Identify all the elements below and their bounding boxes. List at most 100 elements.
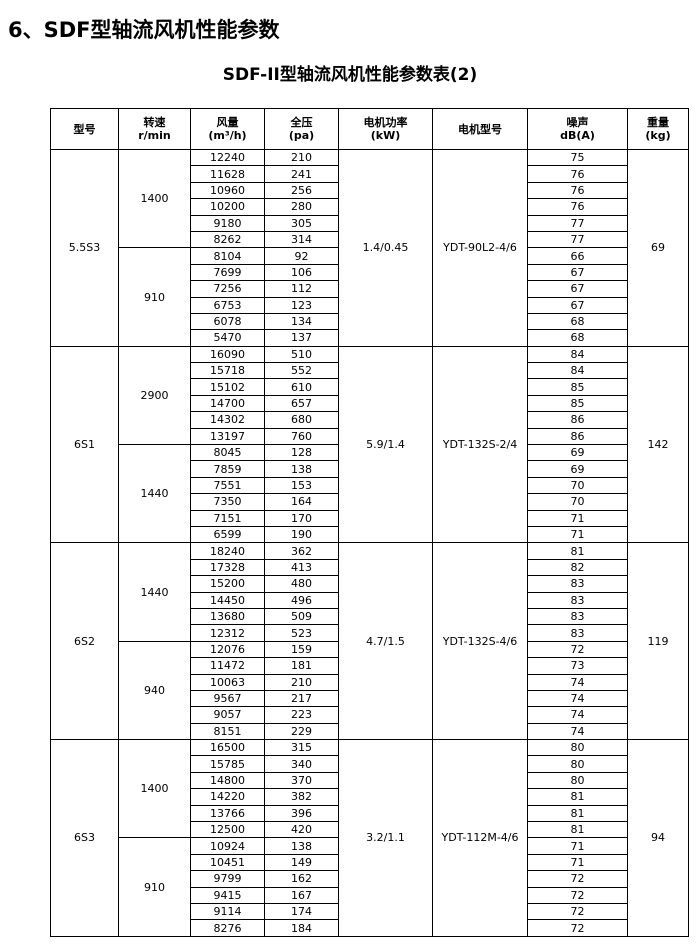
noise-cell: 80 (527, 771, 628, 790)
performance-table: 型号 转速 r/min 风量 (m³/h) 全压 (pa) 电机功率 (kW) 电机型号 噪声 dB(… (50, 108, 689, 937)
pressure-cell: 128 (264, 444, 339, 462)
table-row: 10063 210 74 (51, 673, 689, 691)
table-row: 6S2 1440 18240 362 4.7/1.5 YDT-132S-4/6 81 119 (50, 542, 689, 741)
header-text: (kg) (645, 129, 671, 142)
noise-cell: 83 (527, 607, 628, 626)
pressure-cell: 217 (264, 689, 339, 708)
pressure-cell: 106 (264, 263, 339, 282)
noise-cell: 71 (527, 509, 628, 527)
pressure-cell: 210 (264, 673, 339, 691)
pressure-cell: 138 (264, 460, 339, 478)
noise-cell: 83 (527, 575, 628, 593)
pressure-cell: 112 (264, 280, 339, 298)
flow-cell: 8045 (190, 444, 265, 462)
table-row: 10960 256 76 (51, 181, 689, 200)
table-row: 7699 106 67 (51, 263, 689, 282)
pressure-cell: 134 (264, 312, 339, 331)
pressure-cell: 174 (264, 902, 339, 921)
pressure-cell: 164 (264, 493, 339, 511)
weight-cell: 142 (627, 345, 689, 544)
pressure-cell: 413 (264, 558, 339, 577)
speed-cell: 1400 (118, 148, 191, 249)
table-row: 8262 314 77 (51, 230, 689, 249)
flow-cell: 13197 (190, 427, 265, 446)
table-row: 9180 305 77 (51, 214, 689, 232)
noise-cell: 77 (527, 214, 628, 232)
pressure-cell: 509 (264, 607, 339, 626)
flow-cell: 9567 (190, 689, 265, 708)
power-cell: 5.9/1.4 (338, 345, 433, 544)
noise-cell: 77 (527, 230, 628, 249)
flow-cell: 8104 (190, 247, 265, 265)
noise-cell: 74 (527, 689, 628, 708)
pressure-cell: 159 (264, 640, 339, 659)
table-row: 9415 167 72 (51, 886, 689, 904)
pressure-cell: 523 (264, 624, 339, 642)
pressure-cell: 657 (264, 394, 339, 413)
column-header: 电机功率 (kW) (338, 108, 433, 150)
noise-cell: 76 (527, 198, 628, 216)
table-row: 5470 137 68 (51, 329, 689, 347)
column-header: 转速 r/min (118, 108, 191, 150)
pressure-cell: 305 (264, 214, 339, 232)
power-cell: 4.7/1.5 (338, 542, 433, 741)
weight-cell: 94 (627, 739, 689, 937)
noise-cell: 83 (527, 624, 628, 642)
noise-cell: 71 (527, 853, 628, 872)
noise-cell: 85 (527, 378, 628, 396)
flow-cell: 12076 (190, 640, 265, 659)
flow-cell: 13766 (190, 804, 265, 823)
flow-cell: 15102 (190, 378, 265, 396)
noise-cell: 70 (527, 476, 628, 495)
noise-cell: 86 (527, 427, 628, 446)
speed-cell: 910 (118, 247, 191, 347)
column-header: 噪声 dB(A) (527, 108, 628, 150)
flow-cell: 9799 (190, 870, 265, 888)
power-cell: 3.2/1.1 (338, 739, 433, 937)
speed-cell: 910 (118, 837, 191, 937)
pressure-cell: 123 (264, 296, 339, 314)
header-text: 噪声 (566, 116, 589, 129)
noise-cell: 81 (527, 821, 628, 839)
table-row: 5.5S3 1400 12240 210 1.4/0.45 YDT-90L2-4/6 75 6… (50, 148, 689, 347)
flow-cell: 7256 (190, 280, 265, 298)
pressure-cell: 137 (264, 329, 339, 347)
noise-cell: 74 (527, 722, 628, 741)
header-text: 型号 (73, 122, 96, 136)
column-header: 型号 (50, 108, 119, 150)
flow-cell: 16500 (190, 739, 265, 757)
speed-cell: 1440 (118, 542, 191, 642)
noise-cell: 85 (527, 394, 628, 413)
model-cell: 6S3 (50, 739, 119, 937)
noise-cell: 84 (527, 362, 628, 380)
flow-cell: 15718 (190, 362, 265, 380)
pressure-cell: 170 (264, 509, 339, 527)
flow-cell: 9180 (190, 214, 265, 232)
pressure-cell: 92 (264, 247, 339, 265)
flow-cell: 6599 (190, 525, 265, 544)
flow-cell: 10451 (190, 853, 265, 872)
header-text: r/min (138, 129, 171, 142)
noise-cell: 68 (527, 329, 628, 347)
table-row: 7151 170 71 (51, 509, 689, 527)
header-text: dB(A) (560, 129, 595, 142)
flow-cell: 11472 (190, 657, 265, 675)
table-row: 7551 153 70 (51, 476, 689, 495)
pressure-cell: 138 (264, 837, 339, 855)
flow-cell: 10924 (190, 837, 265, 855)
noise-cell: 72 (527, 640, 628, 659)
pressure-cell: 760 (264, 427, 339, 446)
table-row: 15200 480 83 (51, 575, 689, 593)
pressure-cell: 480 (264, 575, 339, 593)
flow-cell: 14220 (190, 788, 265, 806)
flow-cell: 14450 (190, 591, 265, 609)
flow-cell: 17328 (190, 558, 265, 577)
pressure-cell: 420 (264, 821, 339, 839)
noise-cell: 70 (527, 493, 628, 511)
noise-cell: 81 (527, 788, 628, 806)
pressure-cell: 280 (264, 198, 339, 216)
column-header: 风量 (m³/h) (190, 108, 265, 150)
model-cell: 5.5S3 (50, 149, 119, 347)
header-text: 风量 (216, 116, 239, 129)
noise-cell: 66 (527, 247, 628, 265)
